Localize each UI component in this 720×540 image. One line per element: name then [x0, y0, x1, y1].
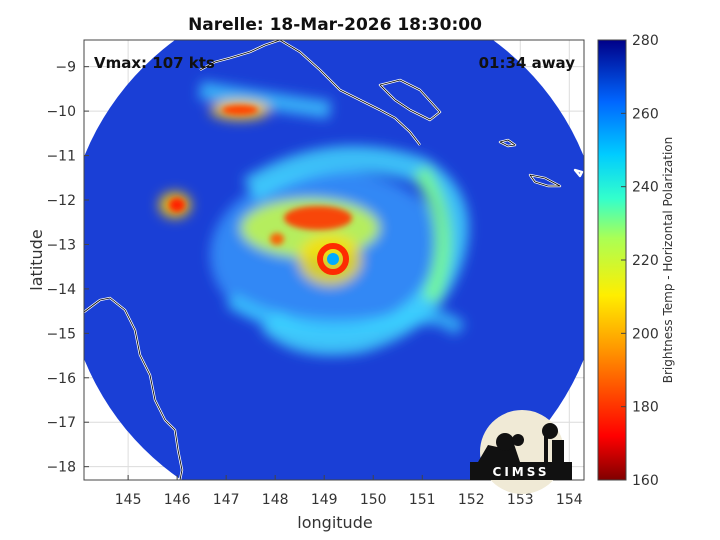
colorbar: 280 260 240 220 200 180 160 Brightness Temp - …	[597, 33, 675, 489]
y-tick-label-6: −15	[46, 326, 76, 342]
x-tick-label-9: 154	[556, 492, 583, 508]
y-tick-label-8: −17	[46, 415, 76, 431]
x-tick-label-6: 151	[409, 492, 436, 508]
y-axis-ticks: −9 −10 −11 −12 −13 −14 −15 −16 −17 −18	[46, 60, 89, 476]
colorbar-tick-label-2: 240	[632, 180, 659, 196]
colorbar-tick-label-1: 260	[632, 106, 659, 122]
y-tick-label-4: −13	[46, 237, 76, 253]
x-tick-label-3: 148	[262, 492, 289, 508]
y-axis-label: latitude	[27, 229, 46, 290]
y-tick-label-9: −18	[46, 460, 76, 476]
x-tick-label-4: 149	[311, 492, 338, 508]
colorbar-tick-label-5: 180	[632, 400, 659, 416]
colorbar-tick-label-0: 280	[632, 33, 659, 49]
x-tick-label-8: 153	[507, 492, 534, 508]
coastlines-outline	[84, 40, 561, 480]
x-tick-label-1: 146	[164, 492, 191, 508]
x-tick-label-0: 145	[115, 492, 142, 508]
x-axis-label: longitude	[297, 513, 372, 532]
vmax-annotation: Vmax: 107 kts	[94, 54, 215, 72]
x-tick-label-5: 150	[360, 492, 387, 508]
y-tick-label-0: −9	[55, 60, 76, 76]
x-tick-label-7: 152	[458, 492, 485, 508]
colorbar-tick-label-6: 160	[632, 473, 659, 489]
y-tick-label-5: −14	[46, 282, 76, 298]
x-axis-ticks: 145 146 147 148 149 150 151 152 153 154	[115, 475, 583, 508]
microwave-swath	[84, 40, 584, 480]
time-away-annotation: 01:34 away	[479, 54, 576, 72]
y-tick-label-2: −11	[46, 149, 76, 165]
colorbar-tick-label-3: 220	[632, 253, 659, 269]
cimss-logo-text: CIMSS	[493, 465, 550, 479]
colorbar-ticks: 280 260 240 220 200 180 160	[621, 33, 659, 489]
y-tick-label-7: −16	[46, 371, 76, 387]
x-tick-label-2: 147	[213, 492, 240, 508]
colorbar-tick-label-4: 200	[632, 326, 659, 342]
colorbar-label: Brightness Temp - Horizontal Polarizatio…	[661, 137, 675, 384]
cimss-logo: CIMSS	[470, 410, 572, 494]
y-tick-label-1: −10	[46, 104, 76, 120]
y-tick-label-3: −12	[46, 193, 76, 209]
chart-title: Narelle: 18-Mar-2026 18:30:00	[188, 15, 482, 35]
plot-frame	[83, 39, 585, 481]
